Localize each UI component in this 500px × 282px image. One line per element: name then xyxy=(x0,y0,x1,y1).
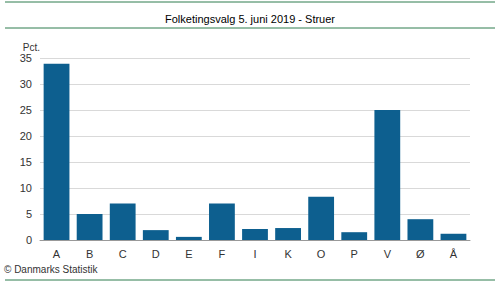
svg-text:Å: Å xyxy=(450,248,458,260)
svg-text:Folketingsvalg 5. juni 2019 -: Folketingsvalg 5. juni 2019 - Struer xyxy=(165,13,335,25)
svg-text:0: 0 xyxy=(26,234,32,246)
svg-text:25: 25 xyxy=(20,104,32,116)
svg-text:A: A xyxy=(53,248,61,260)
svg-text:V: V xyxy=(384,248,392,260)
svg-text:30: 30 xyxy=(20,78,32,90)
svg-text:20: 20 xyxy=(20,130,32,142)
svg-text:10: 10 xyxy=(20,182,32,194)
svg-text:Ø: Ø xyxy=(416,248,425,260)
svg-text:E: E xyxy=(185,248,192,260)
svg-text:K: K xyxy=(284,248,292,260)
svg-text:I: I xyxy=(253,248,256,260)
svg-text:Pct.: Pct. xyxy=(23,42,40,53)
svg-text:P: P xyxy=(351,248,358,260)
svg-text:B: B xyxy=(86,248,93,260)
svg-text:C: C xyxy=(119,248,127,260)
svg-text:15: 15 xyxy=(20,156,32,168)
svg-text:35: 35 xyxy=(20,52,32,64)
svg-text:O: O xyxy=(317,248,326,260)
svg-text:© Danmarks Statistik: © Danmarks Statistik xyxy=(4,264,99,275)
svg-text:D: D xyxy=(152,248,160,260)
svg-text:F: F xyxy=(219,248,226,260)
svg-text:5: 5 xyxy=(26,208,32,220)
